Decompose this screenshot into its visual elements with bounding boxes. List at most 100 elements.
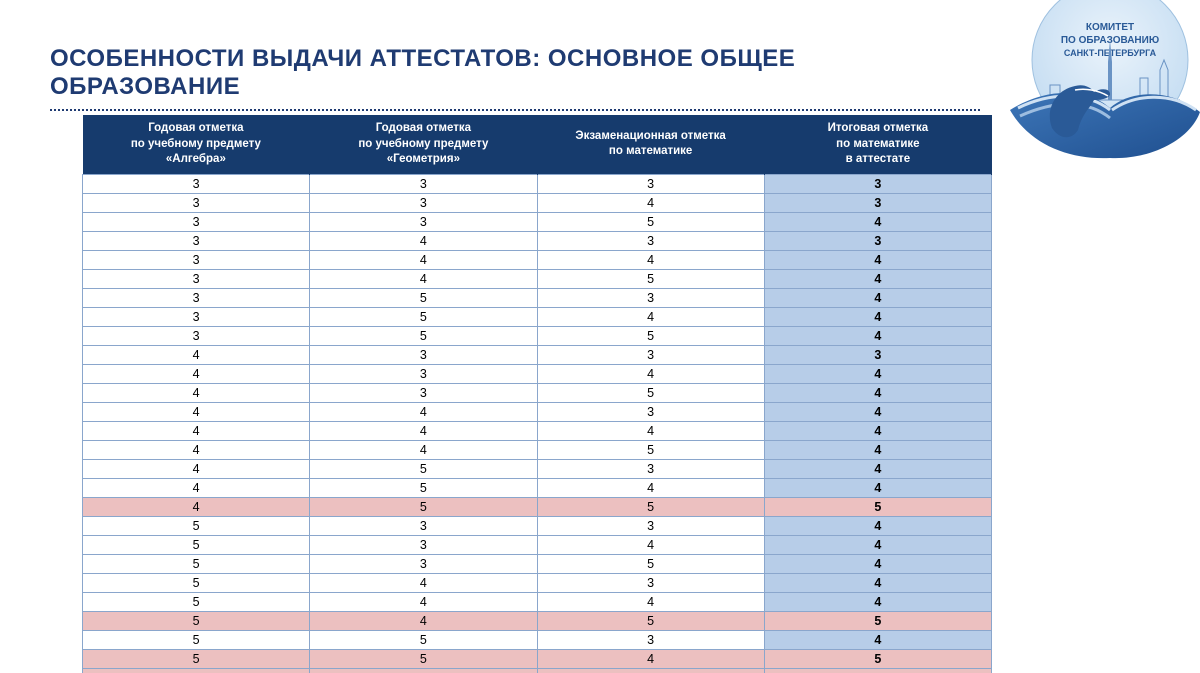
grade-cell: 3 <box>310 516 537 535</box>
grade-cell: 5 <box>537 668 764 673</box>
col-header-2: Экзаменационная отметкапо математике <box>537 115 764 174</box>
grade-cell: 4 <box>83 345 310 364</box>
final-grade-cell: 4 <box>764 478 991 497</box>
table-row: 5354 <box>83 554 992 573</box>
final-grade-cell: 5 <box>764 649 991 668</box>
grades-table-head: Годовая отметкапо учебному предмету«Алге… <box>83 115 992 174</box>
grade-cell: 3 <box>83 212 310 231</box>
grade-cell: 4 <box>310 269 537 288</box>
grade-cell: 5 <box>310 668 537 673</box>
table-row: 4344 <box>83 364 992 383</box>
grade-cell: 3 <box>310 554 537 573</box>
grade-cell: 3 <box>537 174 764 193</box>
grade-cell: 3 <box>537 345 764 364</box>
grade-cell: 4 <box>83 383 310 402</box>
grade-cell: 3 <box>537 459 764 478</box>
table-row: 5444 <box>83 592 992 611</box>
table-row: 5534 <box>83 630 992 649</box>
grade-cell: 3 <box>83 250 310 269</box>
grade-cell: 4 <box>537 250 764 269</box>
grade-cell: 4 <box>83 497 310 516</box>
grade-cell: 4 <box>537 307 764 326</box>
grade-cell: 5 <box>537 212 764 231</box>
final-grade-cell: 3 <box>764 174 991 193</box>
final-grade-cell: 4 <box>764 402 991 421</box>
page-title: ОСОБЕННОСТИ ВЫДАЧИ АТТЕСТАТОВ: ОСНОВНОЕ … <box>50 45 980 101</box>
grade-cell: 4 <box>537 478 764 497</box>
grade-cell: 3 <box>83 288 310 307</box>
grade-cell: 3 <box>310 345 537 364</box>
table-row: 3433 <box>83 231 992 250</box>
grade-cell: 3 <box>310 212 537 231</box>
table-row: 5334 <box>83 516 992 535</box>
grade-cell: 3 <box>537 288 764 307</box>
table-row: 3534 <box>83 288 992 307</box>
final-grade-cell: 4 <box>764 440 991 459</box>
grade-cell: 4 <box>537 193 764 212</box>
grade-cell: 4 <box>310 421 537 440</box>
grade-cell: 4 <box>83 421 310 440</box>
final-grade-cell: 4 <box>764 269 991 288</box>
grade-cell: 5 <box>83 573 310 592</box>
grade-cell: 3 <box>310 383 537 402</box>
grade-cell: 3 <box>537 630 764 649</box>
table-row: 4454 <box>83 440 992 459</box>
table-row: 4444 <box>83 421 992 440</box>
final-grade-cell: 4 <box>764 516 991 535</box>
table-row: 4534 <box>83 459 992 478</box>
grade-cell: 3 <box>537 231 764 250</box>
grade-cell: 3 <box>83 307 310 326</box>
grade-cell: 4 <box>83 364 310 383</box>
grade-cell: 3 <box>83 193 310 212</box>
final-grade-cell: 4 <box>764 383 991 402</box>
grade-cell: 5 <box>310 630 537 649</box>
table-row: 3554 <box>83 326 992 345</box>
grade-cell: 5 <box>83 535 310 554</box>
final-grade-cell: 3 <box>764 231 991 250</box>
grade-cell: 5 <box>83 649 310 668</box>
col-header-3: Итоговая отметкапо математикев аттестате <box>764 115 991 174</box>
table-row: 4555 <box>83 497 992 516</box>
grade-cell: 3 <box>83 231 310 250</box>
grade-cell: 5 <box>537 383 764 402</box>
final-grade-cell: 4 <box>764 573 991 592</box>
table-row: 5545 <box>83 649 992 668</box>
grade-cell: 4 <box>537 592 764 611</box>
grades-table-body: 3333334333543433344434543534354435544333… <box>83 174 992 673</box>
org-logo: КОМИТЕТ ПО ОБРАЗОВАНИЮ САНКТ-ПЕТЕРБУРГА <box>990 0 1200 170</box>
table-row: 4333 <box>83 345 992 364</box>
table-row: 4544 <box>83 478 992 497</box>
grade-cell: 3 <box>537 516 764 535</box>
grade-cell: 4 <box>310 611 537 630</box>
final-grade-cell: 4 <box>764 212 991 231</box>
table-row: 4354 <box>83 383 992 402</box>
final-grade-cell: 3 <box>764 345 991 364</box>
table-row: 5455 <box>83 611 992 630</box>
final-grade-cell: 4 <box>764 250 991 269</box>
grade-cell: 4 <box>83 478 310 497</box>
grade-cell: 3 <box>83 326 310 345</box>
final-grade-cell: 4 <box>764 364 991 383</box>
final-grade-cell: 5 <box>764 668 991 673</box>
grade-cell: 4 <box>83 402 310 421</box>
table-row: 5434 <box>83 573 992 592</box>
grade-cell: 4 <box>537 364 764 383</box>
grade-cell: 4 <box>310 231 537 250</box>
grade-cell: 4 <box>537 421 764 440</box>
table-row: 3333 <box>83 174 992 193</box>
grade-cell: 5 <box>83 554 310 573</box>
final-grade-cell: 4 <box>764 554 991 573</box>
logo-text-1: КОМИТЕТ <box>1086 22 1134 33</box>
grade-cell: 5 <box>83 668 310 673</box>
grade-cell: 3 <box>83 174 310 193</box>
grade-cell: 3 <box>537 402 764 421</box>
grade-cell: 5 <box>310 497 537 516</box>
grade-cell: 3 <box>310 193 537 212</box>
grade-cell: 5 <box>537 326 764 345</box>
final-grade-cell: 4 <box>764 307 991 326</box>
grade-cell: 5 <box>537 269 764 288</box>
grade-cell: 4 <box>83 440 310 459</box>
title-block: ОСОБЕННОСТИ ВЫДАЧИ АТТЕСТАТОВ: ОСНОВНОЕ … <box>50 45 980 111</box>
grade-cell: 5 <box>537 611 764 630</box>
final-grade-cell: 4 <box>764 326 991 345</box>
